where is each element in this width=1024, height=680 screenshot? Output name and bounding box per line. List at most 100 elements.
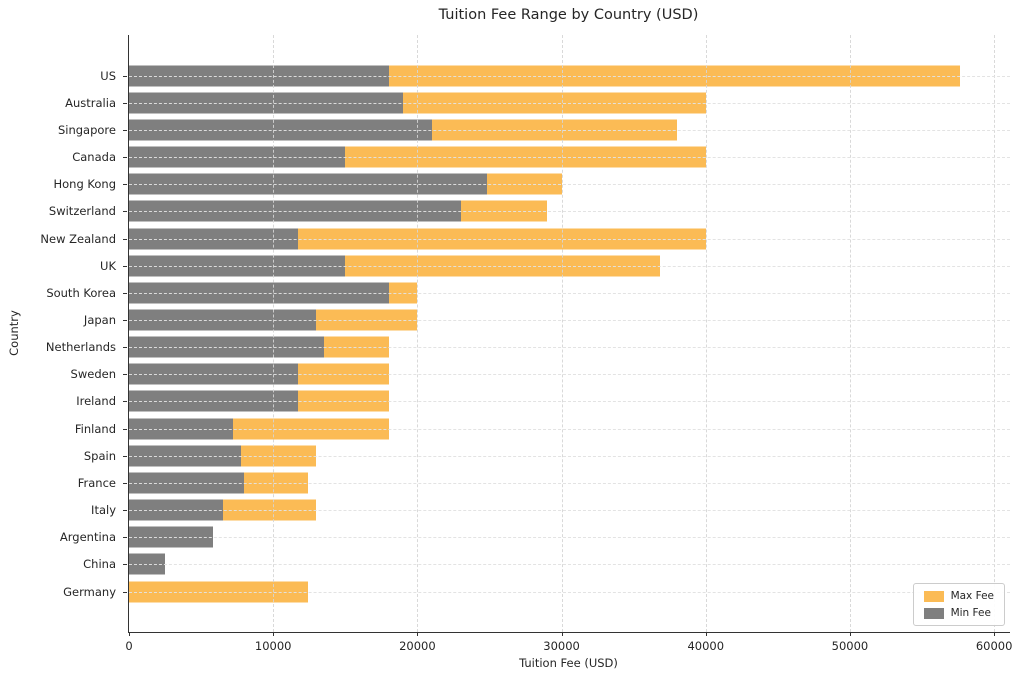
country-label: Spain [83,448,116,463]
chart-row [129,334,1010,361]
country-label: Australia [65,95,116,110]
y-tick-mark [123,184,127,186]
y-tick-row: China [0,551,127,578]
x-tick-label: 60000 [975,639,1013,653]
country-label: Argentina [59,530,116,545]
row-gridline [129,564,1010,566]
row-gridline [129,102,1010,104]
x-tick-label: 20000 [399,639,436,653]
y-tick-mark [123,238,127,240]
y-tick-mark [123,211,127,213]
y-tick-mark [123,265,127,267]
legend-swatch [923,590,944,602]
y-tick-row: Singapore [0,116,127,143]
row-gridline [129,537,1010,539]
y-tick-row: Switzerland [0,198,127,225]
row-gridline [129,238,1010,240]
y-tick-row: Spain [0,442,127,469]
chart-row [129,198,1010,225]
legend-label: Max Fee [950,590,994,602]
y-tick-mark [123,157,127,159]
vertical-gridline [273,35,275,632]
legend-entry: Min Fee [923,607,994,619]
vertical-gridline [705,35,707,632]
y-tick-mark [123,455,127,457]
chart-row [129,361,1010,388]
x-tick-mark [705,632,707,636]
y-tick-mark [123,401,127,403]
x-axis-label: Tuition Fee (USD) [519,656,618,670]
y-tick-row: Argentina [0,524,127,551]
row-gridline [129,591,1010,593]
chart-row [129,252,1010,279]
country-label: South Korea [46,285,116,300]
x-tick-label: 0 [125,639,133,653]
chart-row [129,497,1010,524]
row-gridline [129,157,1010,159]
y-tick-row: South Korea [0,279,127,306]
y-tick-mark [123,482,127,484]
country-label: UK [100,258,116,273]
y-tick-mark [123,564,127,566]
plot-rows [129,62,1010,605]
row-gridline [129,482,1010,484]
x-tick-label: 50000 [831,639,869,653]
y-tick-row: Germany [0,578,127,605]
chart-row [129,89,1010,116]
vertical-gridline [561,35,563,632]
y-tick-mark [123,319,127,321]
country-label: Sweden [70,367,116,382]
chart-row [129,62,1010,89]
country-label: France [77,475,116,490]
x-tick-mark [273,632,275,636]
legend-swatch [923,607,944,619]
y-tick-mark [123,591,127,593]
row-gridline [129,428,1010,430]
country-label: China [83,557,116,572]
x-tick-mark [417,632,419,636]
country-label: Japan [83,312,116,327]
y-tick-row: Sweden [0,361,127,388]
y-tick-row: Italy [0,497,127,524]
y-tick-mark [123,75,127,77]
y-tick-mark [123,428,127,430]
x-tick-mark [849,632,851,636]
y-tick-mark [123,374,127,376]
chart-row [129,469,1010,496]
chart-row [129,442,1010,469]
vertical-gridline [994,35,996,632]
chart-row [129,524,1010,551]
legend: Max Fee Min Fee [912,583,1005,626]
chart-row [129,143,1010,170]
chart-row [129,171,1010,198]
y-tick-row: Hong Kong [0,171,127,198]
y-tick-row: UK [0,252,127,279]
y-tick-row: Netherlands [0,334,127,361]
country-label: Switzerland [48,204,116,219]
y-tick-labels: US Australia Singapore Canada Hong Kong Switz… [0,62,127,605]
country-label: Finland [74,421,116,436]
y-tick-mark [123,510,127,512]
row-gridline [129,319,1010,321]
row-gridline [129,265,1010,267]
y-tick-row: Finland [0,415,127,442]
y-tick-mark [123,129,127,131]
country-label: Ireland [76,394,116,409]
y-tick-row: Canada [0,143,127,170]
x-tick-mark [561,632,563,636]
x-tick-label: 10000 [254,639,292,653]
row-gridline [129,374,1010,376]
chart-row [129,551,1010,578]
x-tick-label: 40000 [687,639,725,653]
country-label: Hong Kong [53,177,116,192]
chart-row [129,388,1010,415]
chart-row [129,225,1010,252]
y-tick-row: US [0,62,127,89]
chart-row [129,279,1010,306]
row-gridline [129,510,1010,512]
y-tick-row: Japan [0,306,127,333]
chart-row [129,415,1010,442]
y-tick-mark [123,537,127,539]
x-tick-mark [994,632,996,636]
